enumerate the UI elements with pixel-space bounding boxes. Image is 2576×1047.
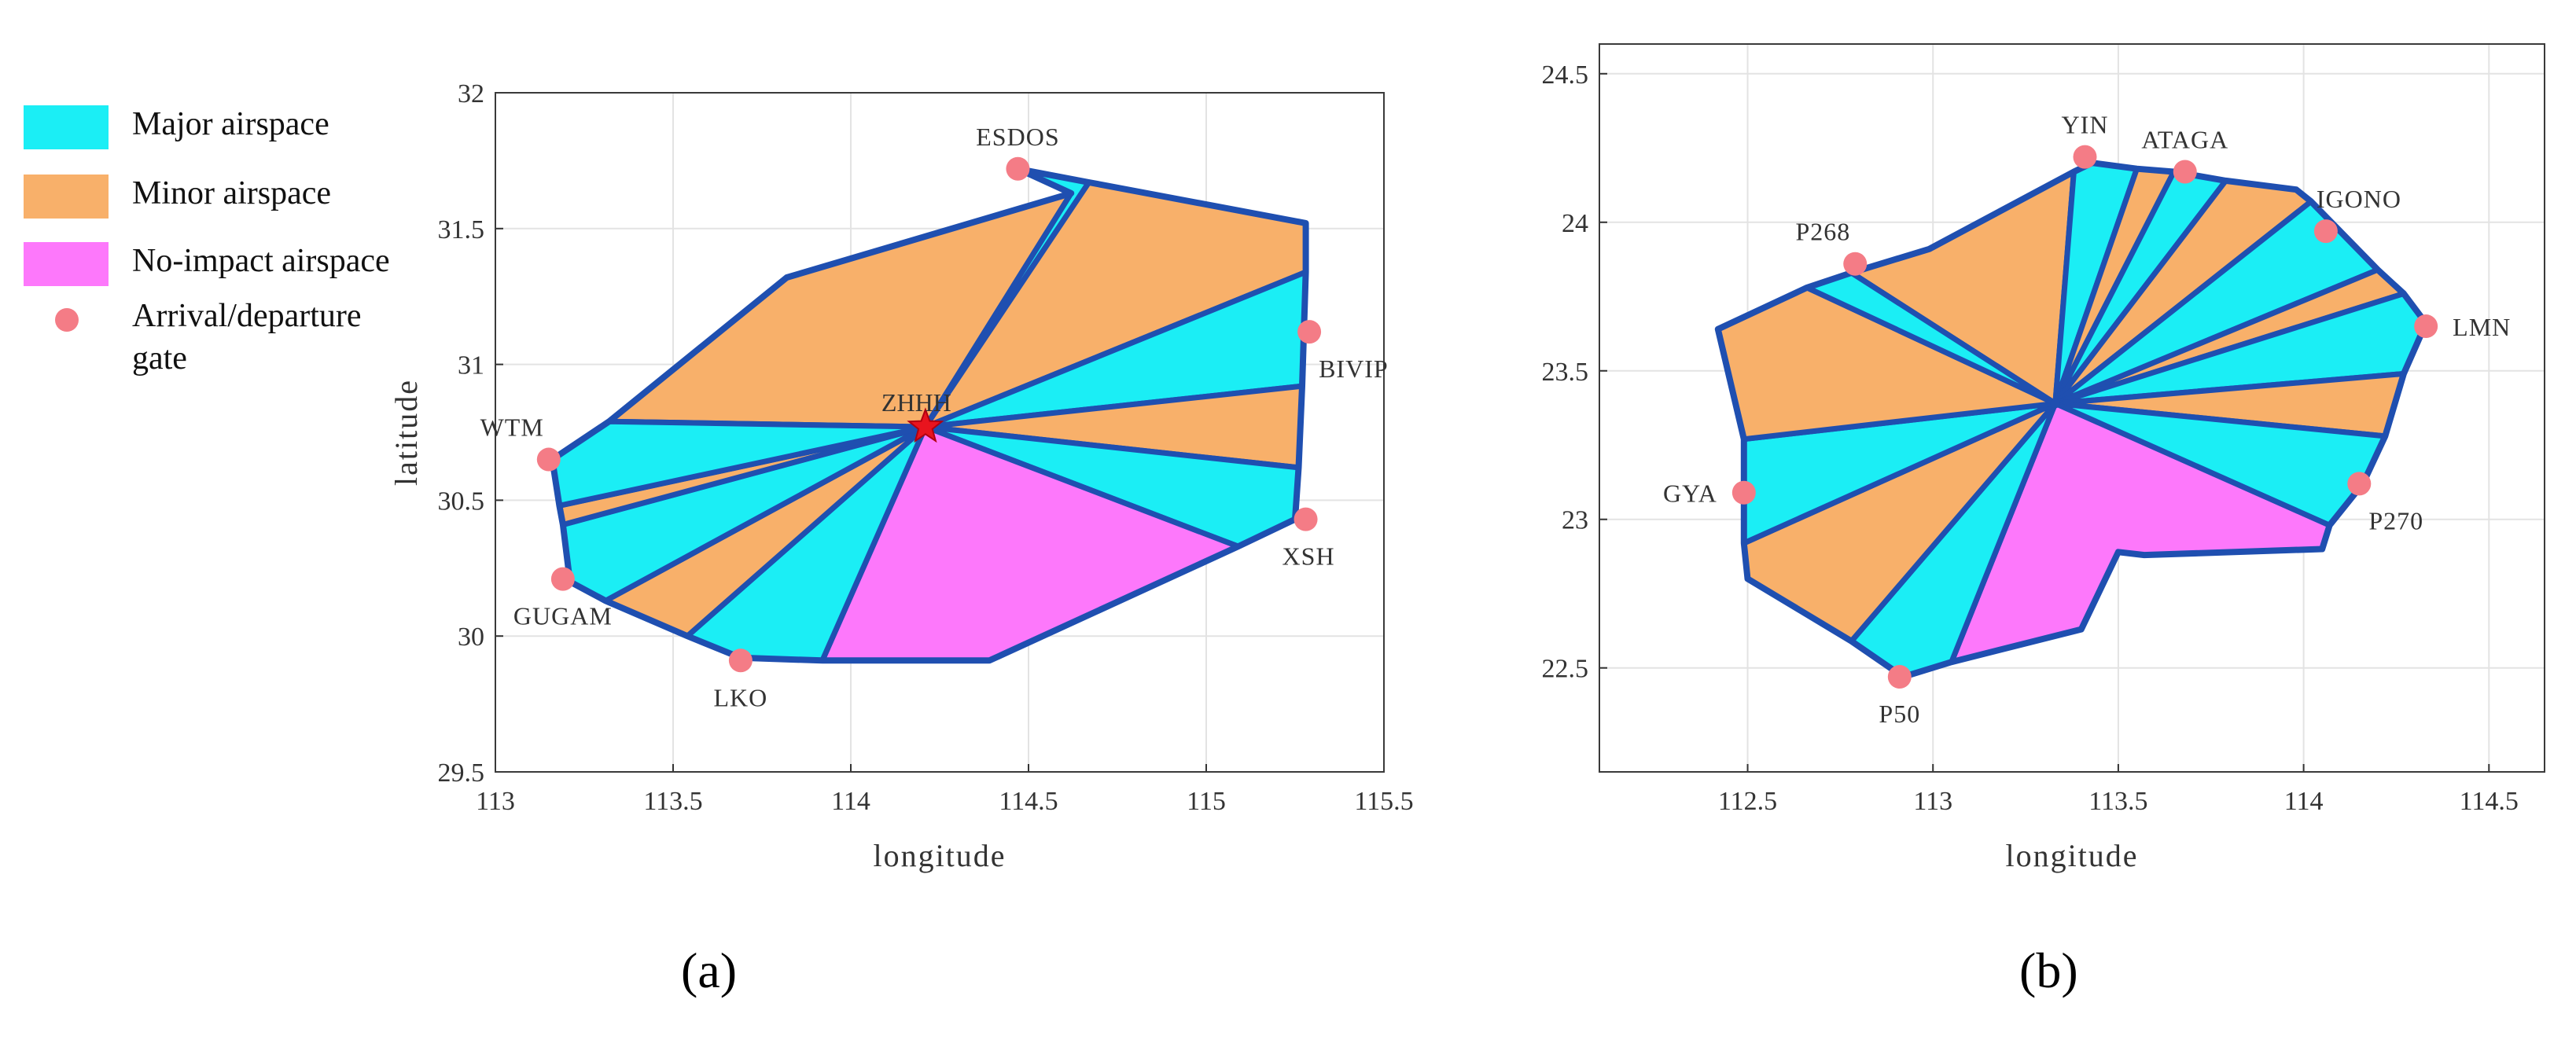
y-tick-label: 22.5 <box>1542 655 1589 684</box>
panel-a-label: (a) <box>681 942 738 998</box>
legend-swatch-major <box>24 105 109 149</box>
y-tick-label: 30.5 <box>438 487 485 516</box>
legend-label-gate-1: Arrival/departure <box>132 298 362 334</box>
x-tick-label: 115.5 <box>1354 787 1413 816</box>
gate-label-xsh: XSH <box>1282 542 1335 571</box>
x-tick-label: 114 <box>831 787 870 816</box>
gate-label-esdos: ESDOS <box>976 123 1059 151</box>
x-tick-label: 114.5 <box>2460 787 2519 816</box>
gate-marker-p50 <box>1887 665 1912 689</box>
x-tick-label: 113 <box>1913 787 1952 816</box>
gate-label-p50: P50 <box>1879 700 1920 728</box>
y-tick-label: 31 <box>458 351 484 380</box>
gate-label-lmn: LMN <box>2453 313 2511 341</box>
y-tick-label: 23.5 <box>1542 358 1589 387</box>
x-tick-label: 112.5 <box>1718 787 1777 816</box>
legend-swatch-minor <box>24 174 109 219</box>
y-axis-label: latitude <box>388 379 424 486</box>
legend-swatch-none <box>24 242 109 286</box>
x-axis-label: longitude <box>873 838 1006 873</box>
gate-label-yin: YIN <box>2062 111 2109 139</box>
gate-marker-xsh <box>1294 507 1318 531</box>
x-tick-label: 114 <box>2284 787 2324 816</box>
gate-marker-p270 <box>2347 472 2372 496</box>
plot-frame <box>1599 43 2545 773</box>
gate-marker-gya <box>1731 480 1756 505</box>
gate-marker-yin <box>2073 145 2097 169</box>
gate-marker-bivip <box>1297 320 1322 344</box>
x-tick-label: 113 <box>476 787 515 816</box>
airport-center-dot <box>2050 399 2060 409</box>
airspace-boundary <box>549 165 1309 664</box>
y-tick-label: 24.5 <box>1542 61 1589 90</box>
y-tick-label: 32 <box>458 79 484 108</box>
y-tick-label: 23 <box>1562 506 1588 535</box>
gate-marker-lko <box>728 648 753 673</box>
legend-label-gate-2: gate <box>132 340 187 377</box>
x-tick-label: 115 <box>1187 787 1226 816</box>
x-tick-label: 113.5 <box>2088 787 2147 816</box>
gate-marker-wtm <box>536 447 561 472</box>
x-axis-label: longitude <box>2005 838 2138 873</box>
gate-label-gugam: GUGAM <box>513 602 613 630</box>
airport-star-icon <box>907 407 944 443</box>
airport-label: ZHHH <box>881 388 951 417</box>
legend-label-major: Major airspace <box>132 106 329 142</box>
gate-marker-p268 <box>1843 252 1868 276</box>
legend-label-minor: Minor airspace <box>132 175 332 211</box>
gate-marker-ataga <box>2173 160 2197 184</box>
gate-label-gya: GYA <box>1663 479 1717 508</box>
gate-label-ataga: ATAGA <box>2141 126 2228 154</box>
y-tick-label: 31.5 <box>438 215 485 244</box>
y-tick-label: 29.5 <box>438 759 485 788</box>
gate-label-wtm: WTM <box>480 413 544 442</box>
plot-frame <box>495 92 1385 773</box>
gate-label-igono: IGONO <box>2317 185 2401 213</box>
gate-marker-lmn <box>2414 314 2438 339</box>
airspace-boundary <box>1714 160 2430 681</box>
legend-gate-dot-icon <box>55 308 79 332</box>
y-tick-label: 30 <box>458 623 484 652</box>
panel-a-map: 113 113.5 114 114.5 115 115.5 29.5 30 30.5 31 31.5… <box>388 79 1414 873</box>
gate-marker-igono <box>2313 219 2338 244</box>
legend-label-none: No-impact airspace <box>132 243 390 279</box>
panel-b-map: 112.5 113 113.5 114 114.5 22.5 23 23.5 24 24.5 lon… <box>1542 43 2545 873</box>
x-tick-label: 114.5 <box>999 787 1058 816</box>
gate-marker-esdos <box>1006 156 1030 181</box>
panel-b-label: (b) <box>2019 942 2078 998</box>
gate-label-bivip: BIVIP <box>1319 355 1389 383</box>
y-tick-label: 24 <box>1562 209 1588 238</box>
gate-marker-gugam <box>550 567 575 591</box>
gate-label-lko: LKO <box>713 683 767 711</box>
gate-label-p268: P268 <box>1795 218 1850 246</box>
x-tick-label: 113.5 <box>643 787 702 816</box>
gate-label-p270: P270 <box>2368 506 2423 535</box>
